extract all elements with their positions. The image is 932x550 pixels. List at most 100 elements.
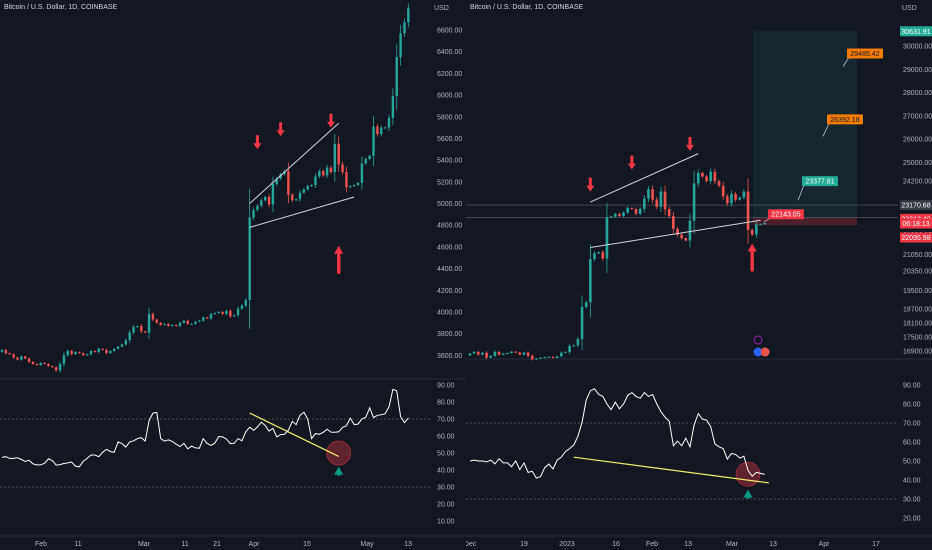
candle-body <box>593 253 596 260</box>
candle-body <box>609 216 613 218</box>
candle-body <box>634 209 638 214</box>
rsi-tick-label: 20.00 <box>437 502 455 509</box>
candle-body <box>580 306 584 340</box>
candle-body <box>97 348 100 353</box>
candle-body <box>279 174 282 179</box>
time-axis-label: 19 <box>520 541 528 548</box>
candle-body <box>506 353 509 355</box>
time-axis-label: 11 <box>74 541 81 548</box>
callout-leader <box>797 184 805 201</box>
currency-label: USD <box>902 5 917 12</box>
price-tick-label: 24200.00 <box>903 179 932 186</box>
candle-body <box>248 217 251 301</box>
up-arrow-marker <box>747 243 757 272</box>
candle-body <box>613 213 617 217</box>
candle-body <box>174 324 178 327</box>
candle-body <box>564 351 567 353</box>
candle-body <box>271 183 275 205</box>
time-axis-label: 16 <box>612 541 620 548</box>
candle-body <box>360 163 364 183</box>
candle-body <box>726 196 729 204</box>
candle-body <box>630 207 634 210</box>
candle-body <box>551 356 555 358</box>
candle-body <box>66 350 69 356</box>
candle-body <box>124 340 128 345</box>
candle-body <box>481 352 484 355</box>
candle-body <box>240 305 244 309</box>
candle-body <box>692 183 696 221</box>
time-axis-label: Mar <box>138 541 151 548</box>
candle-body <box>572 345 576 347</box>
candle-body <box>217 311 220 314</box>
rsi-line <box>469 388 765 479</box>
rsi-trendline <box>573 456 769 484</box>
candle-body <box>329 167 333 173</box>
candle-body <box>310 185 313 187</box>
candle-body <box>356 182 360 186</box>
candle-body <box>163 323 166 325</box>
candle-body <box>589 259 592 303</box>
price-tick-label: 6600.00 <box>437 28 462 35</box>
price-tick-label: 3800.00 <box>437 331 462 338</box>
time-axis-label: Feb <box>35 541 47 548</box>
price-tick-label: 3600.00 <box>437 353 462 360</box>
candle-body <box>659 191 663 207</box>
price-tick-label: 21050.00 <box>903 252 932 259</box>
candle-body <box>742 191 746 198</box>
candle-body <box>132 327 135 333</box>
candle-body <box>364 159 367 164</box>
candle-body <box>39 362 42 366</box>
candle-body <box>717 181 721 186</box>
candle-body <box>143 331 147 333</box>
flag-icon <box>760 347 770 357</box>
flag-icon <box>753 347 763 357</box>
price-tick-label: 20350.00 <box>903 268 932 275</box>
candle-body <box>341 164 344 173</box>
callout-box <box>768 209 804 220</box>
chart-panel-left[interactable]: 3600.00 3800.00 4000.00 4200.00 4400.00 4600.… <box>0 0 466 550</box>
candle-body <box>709 171 712 182</box>
candle-body <box>190 323 193 325</box>
candle-body <box>501 353 505 355</box>
price-tick-label: 5600.00 <box>437 136 462 143</box>
price-tick-label: 28000.00 <box>903 90 932 97</box>
candle-body <box>713 171 717 182</box>
candle-body <box>626 207 629 213</box>
candle-body <box>696 172 700 184</box>
chart-title: Bitcoin / U.S. Dollar, 1D, COINBASE <box>4 4 118 11</box>
rsi-tick-label: 40.00 <box>437 468 455 475</box>
time-axis-label: 17 <box>872 541 880 548</box>
candle-body <box>349 186 352 188</box>
candle-body <box>755 224 758 235</box>
candle-body <box>128 332 131 341</box>
price-tick-label: 29000.00 <box>903 67 932 74</box>
candle-body <box>31 361 35 364</box>
candle-body <box>314 176 317 186</box>
chart-panel-right[interactable]: 16900.00 17500.00 18100.00 18700.00 19500.00… <box>466 0 932 550</box>
candle-body <box>676 228 679 235</box>
candle-body <box>275 178 278 184</box>
candle-body <box>225 310 228 315</box>
candle-body <box>497 351 501 355</box>
chart-left-canvas[interactable]: 3600.00 3800.00 4000.00 4200.00 4400.00 4600.… <box>0 0 466 550</box>
rsi-up-arrow <box>334 466 344 476</box>
candle-body <box>376 126 379 135</box>
candle-body <box>763 223 766 225</box>
price-trendline <box>249 196 355 228</box>
candle-body <box>746 191 750 231</box>
candle-body <box>667 209 671 217</box>
candle-body <box>555 356 559 358</box>
candle-body <box>147 314 151 333</box>
candle-body <box>387 117 391 128</box>
candle-body <box>294 199 298 201</box>
chart-right-canvas[interactable]: 16900.00 17500.00 18100.00 18700.00 19500.00… <box>466 0 932 550</box>
candle-body <box>759 224 762 226</box>
candle-body <box>12 354 15 358</box>
price-axis-tag <box>900 26 932 37</box>
candle-body <box>522 352 526 355</box>
price-trendline <box>590 219 761 249</box>
time-axis-label: 13 <box>404 541 412 548</box>
candle-body <box>680 234 683 239</box>
candle-body <box>560 352 563 357</box>
callout-label: 26392.18 <box>830 117 859 124</box>
